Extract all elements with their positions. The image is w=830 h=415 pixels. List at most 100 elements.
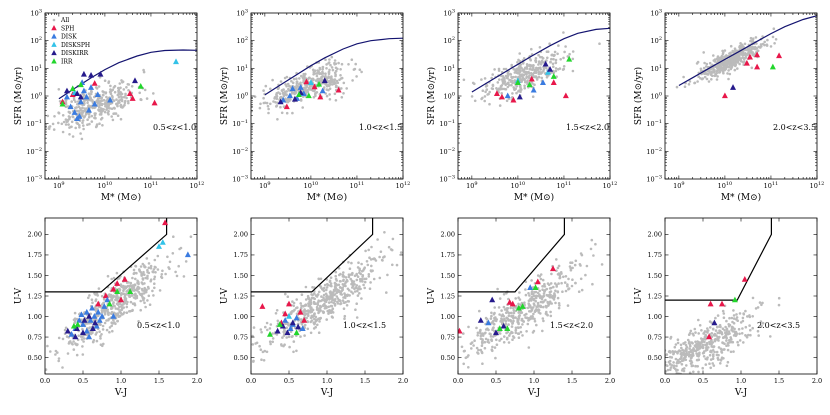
background-point bbox=[333, 281, 337, 285]
background-point bbox=[281, 91, 285, 94]
background-point bbox=[484, 90, 487, 94]
legend-marker-all bbox=[52, 18, 56, 22]
background-point bbox=[82, 337, 86, 340]
background-point bbox=[751, 315, 754, 318]
background-point bbox=[579, 277, 583, 281]
background-point bbox=[322, 296, 325, 300]
background-point bbox=[108, 293, 111, 296]
background-point bbox=[687, 83, 691, 86]
background-point bbox=[110, 89, 113, 92]
background-point bbox=[299, 306, 303, 310]
background-point bbox=[146, 268, 149, 272]
background-point bbox=[324, 75, 327, 78]
x-tick-label: 1.5 bbox=[774, 377, 784, 385]
y-tick-label: 10−2 bbox=[26, 147, 42, 156]
background-point bbox=[295, 84, 299, 87]
background-point bbox=[391, 237, 395, 241]
background-point bbox=[515, 67, 518, 71]
background-point bbox=[160, 275, 163, 279]
background-point bbox=[544, 66, 547, 69]
background-point bbox=[624, 373, 627, 376]
point-disk bbox=[91, 312, 98, 319]
background-point bbox=[285, 84, 288, 88]
background-point bbox=[110, 94, 114, 98]
background-point bbox=[530, 295, 534, 299]
background-point bbox=[95, 100, 99, 104]
y-tick-label: 1.25 bbox=[28, 292, 42, 300]
background-point bbox=[574, 259, 578, 263]
background-point bbox=[100, 309, 104, 312]
background-point bbox=[99, 335, 102, 338]
background-point bbox=[90, 114, 94, 118]
background-point bbox=[692, 375, 695, 378]
background-point bbox=[668, 359, 672, 363]
background-point bbox=[292, 77, 296, 81]
background-point bbox=[537, 75, 541, 79]
background-point bbox=[287, 335, 291, 339]
background-point bbox=[585, 264, 589, 268]
background-point bbox=[343, 314, 347, 318]
background-point bbox=[510, 83, 513, 87]
background-point bbox=[736, 340, 739, 344]
background-point bbox=[137, 290, 141, 294]
background-point bbox=[676, 338, 680, 342]
background-point bbox=[81, 106, 84, 109]
background-point bbox=[327, 305, 331, 309]
point-disk bbox=[63, 93, 70, 100]
background-point bbox=[327, 301, 331, 304]
background-point bbox=[296, 306, 299, 309]
background-point bbox=[276, 87, 280, 90]
background-point bbox=[527, 346, 531, 349]
background-point bbox=[297, 322, 300, 326]
background-point bbox=[736, 319, 739, 323]
background-point bbox=[66, 352, 70, 355]
background-point bbox=[354, 62, 358, 66]
background-point bbox=[265, 101, 269, 105]
background-point bbox=[512, 311, 516, 315]
background-point bbox=[592, 254, 595, 257]
redshift-label: 1.0<z<1.5 bbox=[359, 123, 402, 132]
background-point bbox=[735, 313, 738, 316]
background-point bbox=[554, 67, 558, 70]
background-point bbox=[307, 314, 310, 318]
background-point bbox=[501, 87, 504, 91]
background-point bbox=[112, 301, 115, 304]
background-point bbox=[649, 383, 652, 386]
background-point bbox=[97, 314, 100, 318]
background-point bbox=[480, 78, 483, 81]
background-point bbox=[345, 87, 349, 90]
background-point bbox=[479, 332, 482, 335]
background-point bbox=[579, 252, 583, 255]
background-point bbox=[381, 259, 384, 262]
background-point bbox=[685, 379, 688, 382]
background-point bbox=[670, 356, 674, 359]
background-point bbox=[715, 338, 719, 341]
background-point bbox=[326, 309, 330, 313]
background-point bbox=[269, 87, 272, 91]
background-point bbox=[530, 279, 533, 282]
background-point bbox=[144, 305, 147, 309]
background-point bbox=[540, 59, 544, 63]
background-point bbox=[682, 349, 685, 353]
background-point bbox=[513, 71, 517, 74]
background-point bbox=[685, 364, 688, 367]
background-point bbox=[536, 301, 540, 305]
y-tick-label: 0.75 bbox=[648, 333, 662, 341]
background-point bbox=[721, 70, 725, 73]
background-point bbox=[81, 345, 84, 348]
background-point bbox=[486, 340, 489, 344]
background-point bbox=[498, 297, 502, 300]
background-point bbox=[387, 245, 391, 249]
background-point bbox=[543, 289, 546, 293]
background-point bbox=[321, 310, 325, 313]
background-point bbox=[691, 342, 694, 345]
background-point bbox=[755, 47, 759, 50]
background-point bbox=[694, 331, 697, 334]
background-point bbox=[57, 121, 60, 125]
background-point bbox=[484, 316, 488, 320]
background-point bbox=[110, 115, 113, 118]
background-point bbox=[689, 362, 693, 365]
background-point bbox=[63, 328, 67, 332]
background-point bbox=[370, 245, 373, 249]
point-disksph bbox=[156, 243, 162, 249]
